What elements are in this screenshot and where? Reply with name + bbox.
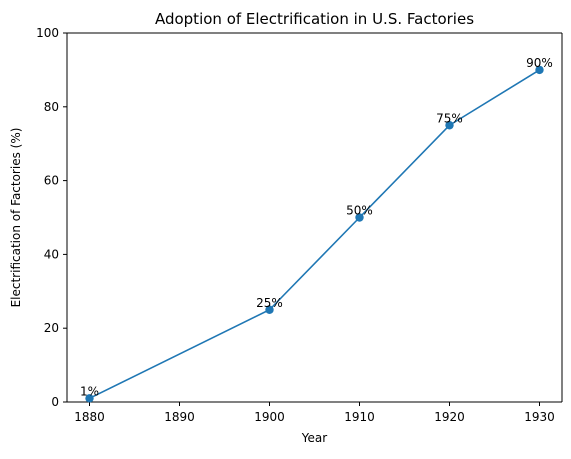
data-label: 90% <box>526 56 553 70</box>
y-tick-label: 40 <box>44 247 59 261</box>
x-tick-label: 1930 <box>524 410 555 424</box>
data-point <box>355 213 364 222</box>
data-label: 75% <box>436 111 463 125</box>
chart-title: Adoption of Electrification in U.S. Fact… <box>155 10 474 28</box>
x-tick-label: 1920 <box>434 410 465 424</box>
y-tick-label: 80 <box>44 100 59 114</box>
data-label: 1% <box>80 384 99 398</box>
data-point <box>535 65 544 75</box>
y-tick-label: 60 <box>44 174 59 188</box>
plot-area: 1880 1890 1900 1910 1920 1930 0 20 40 60 80 100 1% 25… <box>36 26 563 424</box>
y-tick-label: 20 <box>44 321 59 335</box>
y-tick-label: 100 <box>36 26 59 40</box>
data-point <box>85 394 94 403</box>
y-axis-label: Electrification of Factories (%) <box>9 128 23 308</box>
x-tick-label: 1890 <box>164 410 195 424</box>
data-label: 50% <box>346 204 373 218</box>
x-tick-label: 1900 <box>254 410 285 424</box>
y-tick-label: 0 <box>51 395 59 409</box>
x-tick-label: 1880 <box>74 410 105 424</box>
data-point <box>445 121 454 130</box>
series-line <box>88 69 541 400</box>
data-label: 25% <box>256 296 283 310</box>
data-point <box>265 305 274 314</box>
x-axis-label: Year <box>301 431 327 445</box>
x-tick-label: 1910 <box>344 410 375 424</box>
